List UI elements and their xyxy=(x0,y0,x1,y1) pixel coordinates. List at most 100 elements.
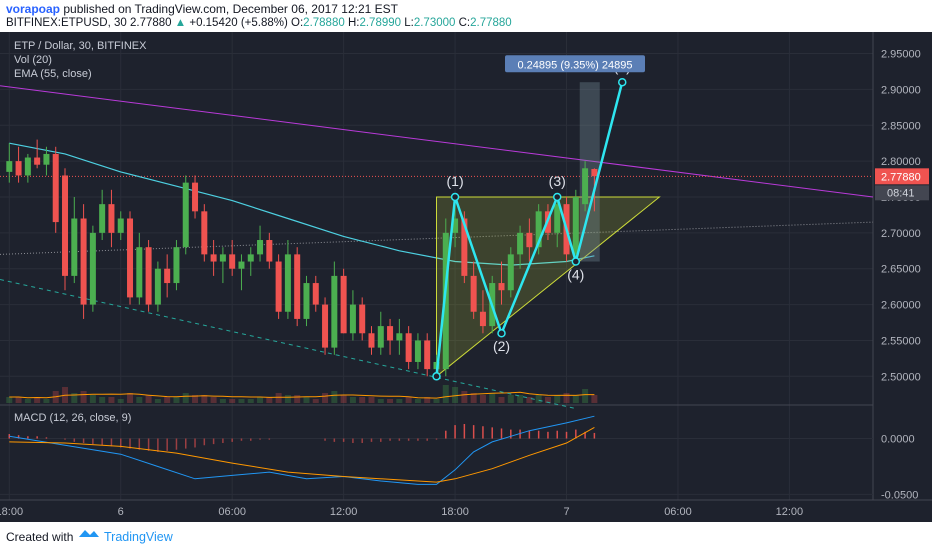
time-tick-label: 7 xyxy=(563,506,569,518)
volume-bar xyxy=(34,397,41,403)
candle-body xyxy=(526,232,533,248)
chart-title[interactable]: ETP / Dollar, 30, BITFINEX xyxy=(14,40,147,52)
candle-body xyxy=(154,268,161,305)
candle-body xyxy=(108,204,115,233)
time-tick-label: 06:00 xyxy=(664,506,692,518)
time-tick-label: 18:00 xyxy=(441,506,469,518)
price-tick-label: 2.55000 xyxy=(881,335,921,347)
volume-bar xyxy=(535,395,542,403)
wave-point xyxy=(432,372,441,381)
candle-body xyxy=(52,153,59,223)
last-price-label: 2.77880 xyxy=(881,171,921,183)
published-text: published on TradingView.com, December 0… xyxy=(63,2,399,16)
chart-area[interactable]: (1)(2)(3)(4)(5)0.24895 (9.35%) 24895 2.9… xyxy=(0,32,932,522)
price-tick-label: 2.65000 xyxy=(881,264,921,276)
volume-bar xyxy=(284,395,291,403)
candle-body xyxy=(322,304,329,348)
volume-bar xyxy=(312,399,319,403)
candle-body xyxy=(164,268,171,284)
wave-point xyxy=(571,257,581,266)
candle-body xyxy=(424,340,431,370)
open-label: O: xyxy=(291,17,304,29)
close-label: C: xyxy=(458,17,471,29)
candle-body xyxy=(349,304,356,334)
volume-bar xyxy=(396,399,403,403)
volume-bar xyxy=(507,395,514,403)
wave-point xyxy=(497,329,506,338)
volume-bar xyxy=(164,397,171,403)
volume-bar xyxy=(173,397,180,403)
volume-bar xyxy=(71,393,78,403)
candle-body xyxy=(201,211,208,255)
candle-body xyxy=(452,218,459,233)
tradingview-brand[interactable]: TradingView xyxy=(104,530,173,544)
price-tick-label: 2.80000 xyxy=(881,156,921,168)
candle-body xyxy=(377,326,384,348)
change-up-icon: ▲ xyxy=(174,17,187,29)
author-link[interactable]: vorapoap xyxy=(6,2,61,16)
time-tick-label: 12:00 xyxy=(776,506,804,518)
candle-body xyxy=(117,218,124,233)
candle-body xyxy=(62,175,69,276)
volume-bar xyxy=(554,395,561,403)
volume-bar xyxy=(442,385,449,403)
volume-bar xyxy=(145,395,152,403)
candle-body xyxy=(43,153,50,165)
signal-line xyxy=(9,426,595,483)
candle-body xyxy=(247,254,254,262)
price-axis: 2.950002.900002.850002.800002.750002.700… xyxy=(875,49,929,501)
candle-body xyxy=(498,283,505,291)
volume-bar xyxy=(498,397,505,403)
candle-body xyxy=(387,326,394,341)
symbol-name: BITFINEX:ETPUSD, 30 xyxy=(6,17,127,29)
wave-point xyxy=(552,192,562,202)
volume-ma-line xyxy=(9,391,595,399)
volume-bar xyxy=(517,395,524,403)
publish-header: vorapoap published on TradingView.com, D… xyxy=(0,0,932,32)
candle-body xyxy=(89,232,96,305)
candle-body xyxy=(554,204,561,233)
ema-legend[interactable]: EMA (55, close) xyxy=(14,68,92,80)
volume-bars xyxy=(6,385,598,403)
volume-bar xyxy=(201,395,208,403)
candle-body xyxy=(15,161,22,176)
candle-body xyxy=(294,254,301,319)
volume-bar xyxy=(229,399,236,403)
descending-trendline xyxy=(0,85,874,198)
wave-pattern: (1)(2)(3)(4)(5)0.24895 (9.35%) 24895 xyxy=(432,55,645,381)
macd-legend[interactable]: MACD (12, 26, close, 9) xyxy=(14,412,132,424)
candle-body xyxy=(442,232,449,370)
candle-body xyxy=(591,169,598,177)
volume-bar xyxy=(349,397,356,403)
wave-label: (2) xyxy=(493,338,510,354)
volume-legend[interactable]: Vol (20) xyxy=(14,54,52,66)
candle-body xyxy=(6,161,13,172)
high-label: H: xyxy=(347,17,360,29)
time-tick-label: 12:00 xyxy=(330,506,358,518)
price-chart[interactable]: (1)(2)(3)(4)(5)0.24895 (9.35%) 24895 2.9… xyxy=(0,32,932,522)
volume-bar xyxy=(24,399,31,403)
candle-body xyxy=(572,196,579,255)
open-value: 2.78880 xyxy=(303,17,345,29)
volume-bar xyxy=(368,397,375,403)
candle-body xyxy=(461,218,468,276)
measure-label-box xyxy=(505,55,645,73)
close-value: 2.77880 xyxy=(470,17,512,29)
volume-bar xyxy=(117,399,124,403)
wave-point xyxy=(617,77,627,87)
volume-bar xyxy=(489,393,496,403)
measure-box xyxy=(579,82,600,262)
volume-bar xyxy=(99,397,106,403)
volume-bar xyxy=(247,399,254,403)
publish-line: vorapoap published on TradingView.com, D… xyxy=(6,2,398,16)
countdown-label: 08:41 xyxy=(887,187,915,199)
macd-tick-label: 0.0000 xyxy=(881,434,915,446)
wave-line xyxy=(435,81,624,377)
candle-body xyxy=(173,247,180,284)
candle-body xyxy=(312,283,319,305)
price-tick-label: 2.95000 xyxy=(881,49,921,61)
volume-bar xyxy=(582,389,589,403)
candle-body xyxy=(368,333,375,348)
candle-body xyxy=(359,304,366,334)
candle-body xyxy=(34,157,41,165)
